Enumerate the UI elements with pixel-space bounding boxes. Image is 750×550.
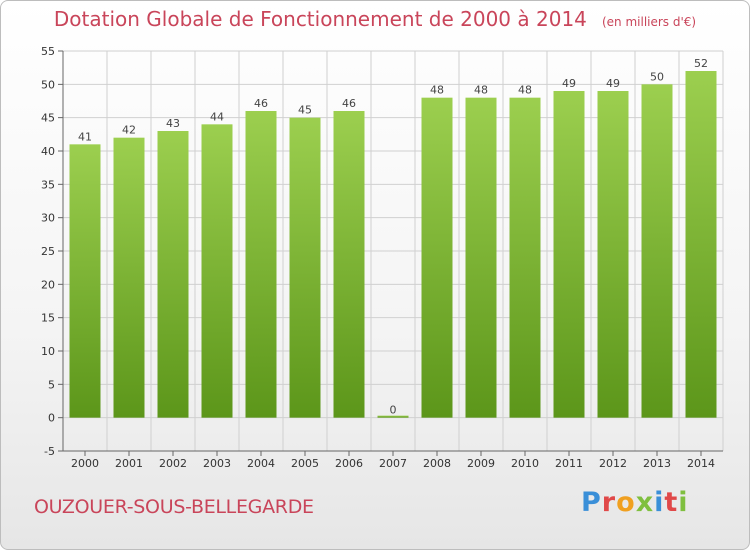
x-tick-label: 2001 [115, 457, 143, 470]
data-label: 0 [390, 404, 397, 417]
data-label: 42 [122, 124, 136, 137]
bar[interactable] [597, 91, 629, 418]
x-tick-label: 2005 [291, 457, 319, 470]
data-label: 46 [254, 97, 268, 110]
bar[interactable] [245, 111, 277, 418]
x-tick-label: 2012 [599, 457, 627, 470]
data-label: 45 [298, 104, 312, 117]
x-tick-label: 2013 [643, 457, 671, 470]
y-tick-label: 5 [48, 378, 55, 391]
logo-letter: P [581, 487, 602, 518]
data-label: 48 [474, 84, 488, 97]
data-label: 46 [342, 97, 356, 110]
logo-letter: r [601, 487, 617, 518]
value-labels: 41 42 43 44 46 45 46 0 48 48 48 49 49 50 52 [78, 57, 708, 417]
x-tick-label: 2009 [467, 457, 495, 470]
logo-letter: t [664, 487, 679, 518]
x-tick-label: 2002 [159, 457, 187, 470]
axes: -5 0 5 10 15 20 25 30 35 40 45 50 55 2000 2001 2002 2003… [41, 45, 723, 470]
data-label: 52 [694, 57, 708, 70]
y-tick-label: 55 [41, 45, 55, 58]
logo-letter: i [654, 487, 665, 518]
bar[interactable] [421, 97, 453, 418]
data-label: 43 [166, 117, 180, 130]
bar[interactable] [289, 117, 321, 418]
y-tick-label: 10 [41, 345, 55, 358]
data-label: 48 [430, 84, 444, 97]
chart-subtitle: (en milliers d'€) [601, 15, 697, 29]
logo-letter: i [678, 487, 689, 518]
bar[interactable] [641, 84, 673, 418]
bar[interactable] [377, 415, 409, 418]
x-tick-label: 2006 [335, 457, 363, 470]
y-tick-label: 0 [48, 412, 55, 425]
y-tick-label: 45 [41, 112, 55, 125]
x-tick-label: 2011 [555, 457, 583, 470]
y-tick-label: 50 [41, 78, 55, 91]
x-tick-label: 2007 [379, 457, 407, 470]
data-label: 49 [606, 77, 620, 90]
bars [69, 71, 717, 418]
x-tick-label: 2010 [511, 457, 539, 470]
x-tick-label: 2014 [687, 457, 715, 470]
bar[interactable] [553, 91, 585, 418]
x-tick-label: 2008 [423, 457, 451, 470]
y-tick-label: 20 [41, 278, 55, 291]
y-tick-label: 40 [41, 145, 55, 158]
bar[interactable] [157, 131, 189, 418]
bar[interactable] [201, 124, 233, 418]
logo-letter: o [616, 487, 636, 518]
title-row: Dotation Globale de Fonctionnement de 20… [1, 7, 749, 31]
x-tick-label: 2003 [203, 457, 231, 470]
chart-title: Dotation Globale de Fonctionnement de 20… [53, 7, 587, 31]
data-label: 49 [562, 77, 576, 90]
data-label: 48 [518, 84, 532, 97]
bar[interactable] [685, 71, 717, 418]
logo-letter: x [635, 487, 655, 518]
data-label: 44 [210, 110, 224, 123]
bar[interactable] [509, 97, 541, 418]
y-tick-label: 35 [41, 178, 55, 191]
bar[interactable] [333, 111, 365, 418]
y-tick-label: -5 [44, 445, 55, 458]
data-label: 50 [650, 70, 664, 83]
proxiti-logo[interactable]: Proxiti [581, 487, 689, 518]
y-tick-label: 15 [41, 312, 55, 325]
y-tick-label: 25 [41, 245, 55, 258]
y-tick-label: 30 [41, 212, 55, 225]
bar[interactable] [113, 137, 145, 418]
bar[interactable] [465, 97, 497, 418]
commune-name: OUZOUER-SOUS-BELLEGARDE [34, 496, 314, 518]
bar[interactable] [69, 144, 101, 418]
x-tick-label: 2004 [247, 457, 275, 470]
x-tick-label: 2000 [71, 457, 99, 470]
data-label: 41 [78, 130, 92, 143]
